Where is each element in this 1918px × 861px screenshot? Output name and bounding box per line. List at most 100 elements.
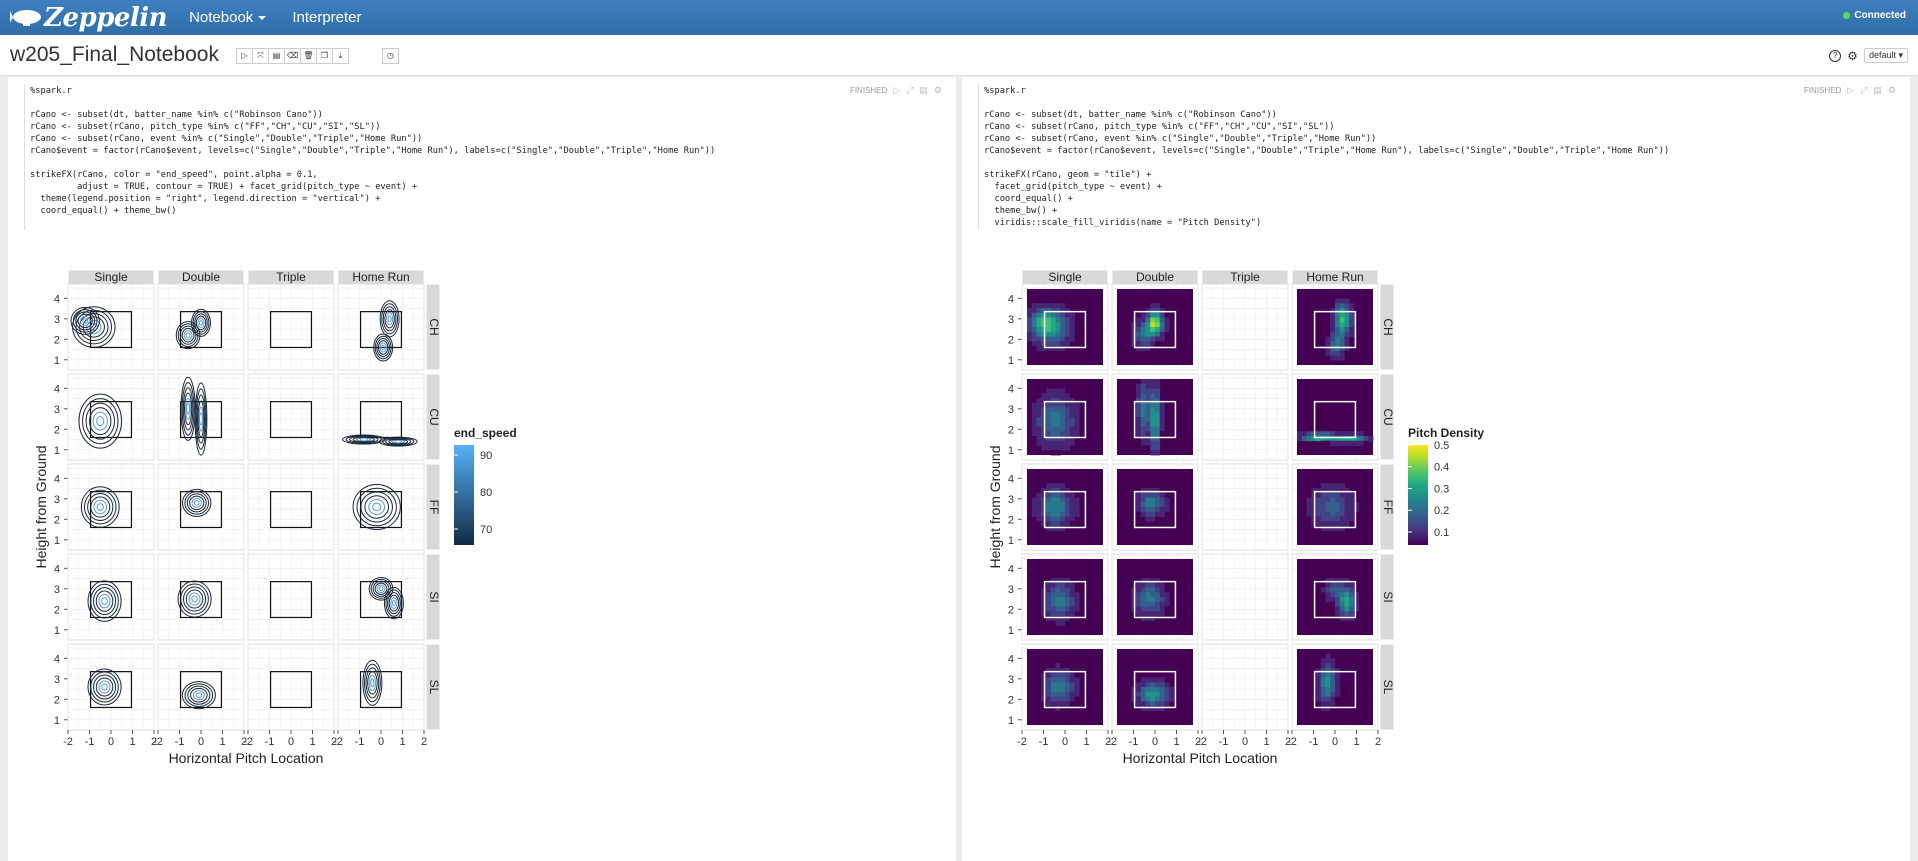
density-tile bbox=[1031, 511, 1037, 517]
run-icon[interactable]: ▷ bbox=[893, 85, 901, 95]
density-tile bbox=[1036, 440, 1042, 446]
y-tick-label: 3 bbox=[1008, 404, 1014, 416]
density-tile bbox=[1344, 312, 1350, 318]
density-tile bbox=[1131, 322, 1137, 328]
density-tile bbox=[1335, 682, 1341, 688]
density-tile bbox=[1155, 507, 1161, 513]
run-all-button[interactable]: ▷ bbox=[236, 48, 253, 64]
density-tile bbox=[1335, 502, 1341, 508]
density-tile bbox=[1050, 402, 1056, 408]
density-tile bbox=[1046, 407, 1052, 413]
density-tile bbox=[1055, 450, 1061, 456]
zeppelin-logo[interactable]: Zeppelin bbox=[10, 3, 168, 33]
density-tile bbox=[1046, 346, 1052, 352]
code-editor[interactable]: %spark.r rCano <- subset(dt, batter_name… bbox=[24, 85, 950, 230]
interpreter-binding-dropdown[interactable]: default ▾ bbox=[1863, 48, 1908, 63]
density-tile bbox=[1069, 492, 1075, 498]
code-text: %spark.r rCano <- subset(dt, batter_name… bbox=[30, 85, 950, 217]
density-tile bbox=[1164, 497, 1170, 503]
density-tile bbox=[1050, 393, 1056, 399]
density-tile bbox=[1344, 620, 1350, 626]
density-tile bbox=[1155, 592, 1161, 598]
density-tile bbox=[1316, 696, 1322, 702]
density-tile bbox=[1050, 691, 1056, 697]
book-icon[interactable]: ▤ bbox=[919, 85, 928, 95]
schedule-button[interactable]: ◷ bbox=[382, 48, 399, 64]
density-tile bbox=[1349, 511, 1355, 517]
density-contour bbox=[381, 344, 386, 351]
book-icon[interactable]: ▤ bbox=[1873, 85, 1882, 95]
density-tile bbox=[1074, 402, 1080, 408]
density-tile bbox=[1060, 402, 1066, 408]
x-tick-label: -2 bbox=[333, 736, 343, 748]
density-tile bbox=[1069, 582, 1075, 588]
y-tick-label: 2 bbox=[54, 694, 60, 706]
density-tile bbox=[1330, 691, 1336, 697]
density-tile bbox=[1150, 507, 1156, 513]
density-tile bbox=[1060, 341, 1066, 347]
density-tile bbox=[1140, 502, 1146, 508]
density-tile bbox=[1349, 431, 1355, 437]
code-editor[interactable]: %spark.r rCano <- subset(dt, batter_name… bbox=[978, 85, 1904, 230]
y-axis-title: Height from Ground bbox=[34, 446, 49, 569]
density-tile bbox=[1140, 412, 1146, 418]
density-tile bbox=[1060, 526, 1066, 532]
show-hide-code-button[interactable]: ⤧ bbox=[252, 48, 269, 64]
question-icon[interactable]: ? bbox=[1829, 49, 1842, 62]
clear-output-button[interactable]: ⌫ bbox=[284, 48, 301, 64]
density-tile bbox=[1330, 706, 1336, 712]
notebook-title[interactable]: w205_Final_Notebook bbox=[10, 43, 219, 66]
density-tile bbox=[1325, 658, 1331, 664]
expand-icon[interactable]: ⤢ bbox=[906, 85, 914, 95]
nav-interpreter-link[interactable]: Interpreter bbox=[292, 9, 361, 26]
density-tile bbox=[1140, 578, 1146, 584]
density-tile bbox=[1065, 611, 1071, 617]
density-tile bbox=[1335, 597, 1341, 603]
show-hide-output-button[interactable]: ▤ bbox=[268, 48, 285, 64]
density-contour bbox=[197, 317, 205, 328]
density-tile bbox=[1065, 582, 1071, 588]
export-notebook-button[interactable]: ⤓ bbox=[332, 48, 349, 64]
density-tile bbox=[1055, 497, 1061, 503]
density-contour bbox=[372, 580, 390, 597]
density-tile bbox=[1325, 336, 1331, 342]
density-tile bbox=[1335, 592, 1341, 598]
density-tile bbox=[1344, 516, 1350, 522]
density-tile bbox=[1046, 398, 1052, 404]
caret-down-icon bbox=[258, 15, 267, 20]
density-tile bbox=[1145, 587, 1151, 593]
clone-notebook-button[interactable]: ❐ bbox=[316, 48, 333, 64]
facet-label-row: CH bbox=[427, 318, 441, 335]
density-contour bbox=[186, 493, 207, 513]
density-tile bbox=[1150, 492, 1156, 498]
x-tick-label: 2 bbox=[241, 736, 247, 748]
gear-icon[interactable]: ⚙ bbox=[1887, 85, 1896, 95]
density-tile bbox=[1164, 322, 1170, 328]
density-tile bbox=[1150, 431, 1156, 437]
density-tile bbox=[1330, 303, 1336, 309]
density-tile bbox=[1027, 312, 1033, 318]
nav-notebook-menu[interactable]: Notebook bbox=[189, 9, 267, 26]
density-contour bbox=[95, 677, 114, 697]
delete-notebook-button[interactable]: 🗑 bbox=[300, 48, 317, 64]
code-line: %spark.r bbox=[984, 86, 1026, 96]
legend-tick-label: 70 bbox=[480, 524, 492, 536]
run-icon[interactable]: ▷ bbox=[1847, 85, 1855, 95]
expand-icon[interactable]: ⤢ bbox=[1860, 85, 1868, 95]
density-tile bbox=[1041, 502, 1047, 508]
gear-icon[interactable]: ⚙ bbox=[933, 85, 942, 95]
density-tile bbox=[1339, 521, 1345, 527]
density-tile bbox=[1055, 582, 1061, 588]
gear-icon[interactable]: ⚙ bbox=[1847, 48, 1858, 63]
code-line: rCano$event = factor(rCano$event, levels… bbox=[984, 146, 1670, 156]
density-tile bbox=[1050, 578, 1056, 584]
density-tile bbox=[1145, 497, 1151, 503]
density-tile bbox=[1046, 616, 1052, 622]
density-tile bbox=[1330, 701, 1336, 707]
density-tile bbox=[1145, 407, 1151, 413]
density-tile bbox=[1325, 691, 1331, 697]
density-tile bbox=[1325, 511, 1331, 517]
density-tile bbox=[1131, 597, 1137, 603]
density-tile bbox=[1050, 346, 1056, 352]
density-tile bbox=[1306, 436, 1312, 442]
